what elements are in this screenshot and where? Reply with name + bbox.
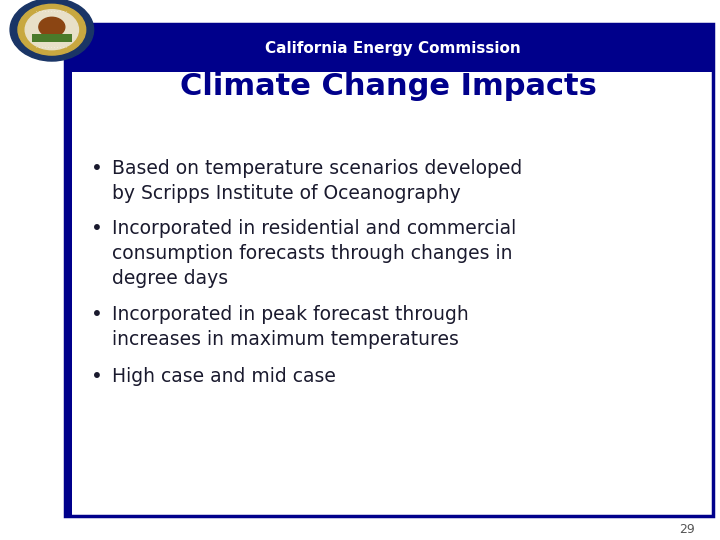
Circle shape: [39, 17, 65, 37]
Bar: [65, 24, 713, 72]
Text: · · · · · · · · · · ·: · · · · · · · · · · ·: [36, 45, 68, 50]
Circle shape: [18, 4, 86, 55]
Text: High case and mid case: High case and mid case: [112, 367, 336, 386]
Bar: [65, 72, 72, 516]
Text: Incorporated in residential and commercial
consumption forecasts through changes: Incorporated in residential and commerci…: [112, 219, 516, 288]
Circle shape: [25, 10, 78, 50]
Circle shape: [10, 0, 94, 61]
Text: California Energy Commission: California Energy Commission: [264, 40, 521, 56]
Text: •: •: [91, 219, 103, 238]
Text: 29: 29: [679, 523, 695, 536]
Text: Incorporated in peak forecast through
increases in maximum temperatures: Incorporated in peak forecast through in…: [112, 305, 468, 349]
Text: •: •: [91, 305, 103, 324]
Bar: [32, 34, 72, 42]
Text: · · · · · · · · · · ·: · · · · · · · · · · ·: [36, 9, 68, 15]
Text: Based on temperature scenarios developed
by Scripps Institute of Oceanography: Based on temperature scenarios developed…: [112, 159, 522, 203]
Text: •: •: [91, 159, 103, 178]
Text: Climate Change Impacts: Climate Change Impacts: [181, 72, 597, 101]
Text: •: •: [91, 367, 103, 386]
